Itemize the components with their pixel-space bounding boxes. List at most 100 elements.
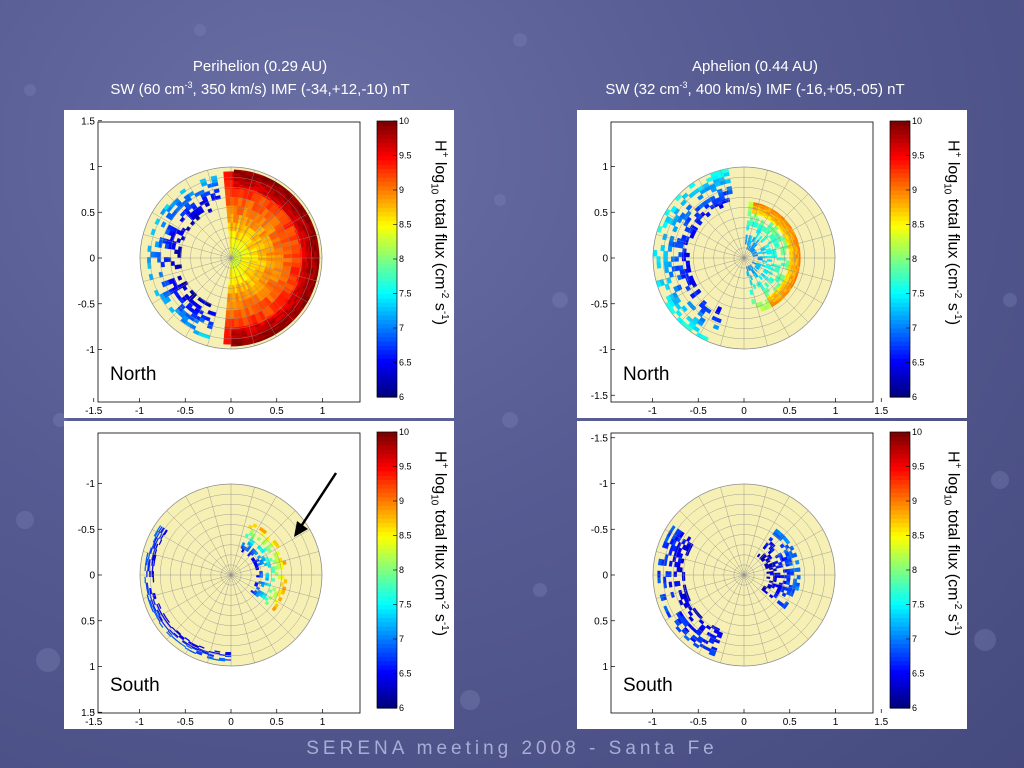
colorbar-segment xyxy=(377,664,397,670)
colorbar-segment xyxy=(890,224,910,230)
colorbar-segment xyxy=(890,673,910,679)
chart-svg: -1 -0.5 0 0.5 1 1.5 1 0.5 0 -0.5 -1 -1.5 North 6 6.5 7 7… xyxy=(591,116,925,417)
flux-cell xyxy=(229,188,235,198)
colorbar-segment xyxy=(377,194,397,200)
colorbar-segment xyxy=(377,289,397,295)
footer-text: SERENA meeting 2008 - Santa Fe xyxy=(306,738,718,759)
y-tick-label: 1 xyxy=(89,162,95,173)
grid-spoke xyxy=(230,170,255,259)
grid-spoke xyxy=(665,529,745,576)
flux-cell xyxy=(162,612,167,619)
flux-cell xyxy=(668,560,673,567)
grid-spoke xyxy=(230,257,296,323)
colorbar-segment xyxy=(377,669,397,675)
title-right-line2: SW (32 cm-3, 400 km/s) IMF (-16,+05,-05)… xyxy=(605,80,905,98)
flux-cell xyxy=(767,555,773,560)
flux-cell xyxy=(751,236,756,243)
grid-spoke xyxy=(679,510,745,576)
flux-cell xyxy=(183,193,191,201)
colorbar-segment xyxy=(890,345,910,351)
colorbar-segment xyxy=(377,505,397,511)
colorbar-tick-label: 7.5 xyxy=(912,600,925,610)
flux-cell xyxy=(674,256,679,262)
grid-spoke xyxy=(143,551,232,576)
grid-spoke xyxy=(743,551,832,576)
grid-spoke xyxy=(230,212,310,259)
colorbar-segment xyxy=(890,587,910,593)
flux-cell xyxy=(747,206,753,212)
grid-spoke xyxy=(230,257,310,304)
flux-cell xyxy=(668,571,672,578)
colorbar-tick-label: 6.5 xyxy=(399,669,412,679)
flux-cell xyxy=(753,202,758,205)
colorbar-segment xyxy=(377,703,397,709)
colorbar-tick-label: 9 xyxy=(399,185,404,195)
colorbar-segment xyxy=(890,630,910,636)
flux-cell xyxy=(146,594,150,602)
colorbar-segment xyxy=(377,656,397,662)
colorbar-segment xyxy=(890,323,910,329)
colorbar-segment xyxy=(890,276,910,282)
colorbar-segment xyxy=(890,608,910,614)
flux-cell xyxy=(192,318,200,324)
grid-spoke xyxy=(152,529,232,576)
flux-cell xyxy=(229,196,235,206)
y-tick-label: -0.5 xyxy=(591,525,609,536)
grid-spoke xyxy=(743,574,809,640)
colorbar-segment xyxy=(890,315,910,320)
flux-cell xyxy=(186,644,193,650)
flux-cell xyxy=(158,526,163,533)
flux-cell xyxy=(682,584,687,590)
grid-spoke xyxy=(207,257,232,346)
flux-cell xyxy=(224,659,232,661)
y-tick-label: -1 xyxy=(86,345,95,356)
colorbar-segment xyxy=(890,682,910,688)
colorbar-segment xyxy=(890,651,910,657)
colorbar-tick-label: 8 xyxy=(912,565,917,575)
y-tick-label: 1 xyxy=(602,162,608,173)
colorbar-segment xyxy=(377,259,397,264)
flux-cell xyxy=(689,292,696,299)
colorbar-segment xyxy=(890,263,910,269)
colorbar-segment xyxy=(377,151,397,157)
colorbar-segment xyxy=(890,440,910,446)
grid-spoke xyxy=(720,487,745,576)
colorbar-segment xyxy=(377,695,397,700)
colorbar-tick-label: 10 xyxy=(399,116,409,126)
colorbar-segment xyxy=(890,215,910,221)
flux-cell xyxy=(758,275,764,281)
grid-spoke xyxy=(698,574,745,654)
colorbar-segment xyxy=(890,475,910,481)
flux-cell xyxy=(796,575,801,580)
annotation-arrowhead xyxy=(294,521,308,537)
grid-spoke xyxy=(656,234,745,259)
grid-spoke xyxy=(152,574,232,621)
y-tick-label: 0.5 xyxy=(594,616,608,627)
grid-spoke xyxy=(656,574,745,599)
colorbar-segment xyxy=(377,220,397,226)
colorbar-segment xyxy=(377,449,397,455)
colorbar-segment xyxy=(890,488,910,493)
grid-spoke xyxy=(743,212,823,259)
hemisphere-label: South xyxy=(623,675,673,696)
flux-cell xyxy=(291,252,301,259)
flux-cell xyxy=(214,650,221,653)
colorbar-segment xyxy=(890,349,910,355)
colorbar-segment xyxy=(890,677,910,683)
flux-cell xyxy=(233,169,241,173)
colorbar-segment xyxy=(377,254,397,260)
panel-aphelion-north: -1 -0.5 0 0.5 1 1.5 1 0.5 0 -0.5 -1 -1.5 North 6 6.5 7 7… xyxy=(577,110,967,418)
chart-title-left: Perihelion (0.29 AU) SW (60 cm-3, 350 km… xyxy=(60,57,460,99)
colorbar-segment xyxy=(890,634,910,640)
colorbar-segment xyxy=(890,617,910,623)
flux-cell xyxy=(265,536,271,542)
flux-cell xyxy=(229,310,235,320)
flux-cell xyxy=(154,218,161,226)
hemisphere-label: North xyxy=(110,364,156,385)
colorbar-segment xyxy=(377,293,397,299)
flux-cell xyxy=(277,596,283,602)
flux-cell xyxy=(657,570,661,578)
colorbar-segment xyxy=(377,483,397,489)
colorbar-segment xyxy=(377,297,397,303)
colorbar-segment xyxy=(377,353,397,359)
